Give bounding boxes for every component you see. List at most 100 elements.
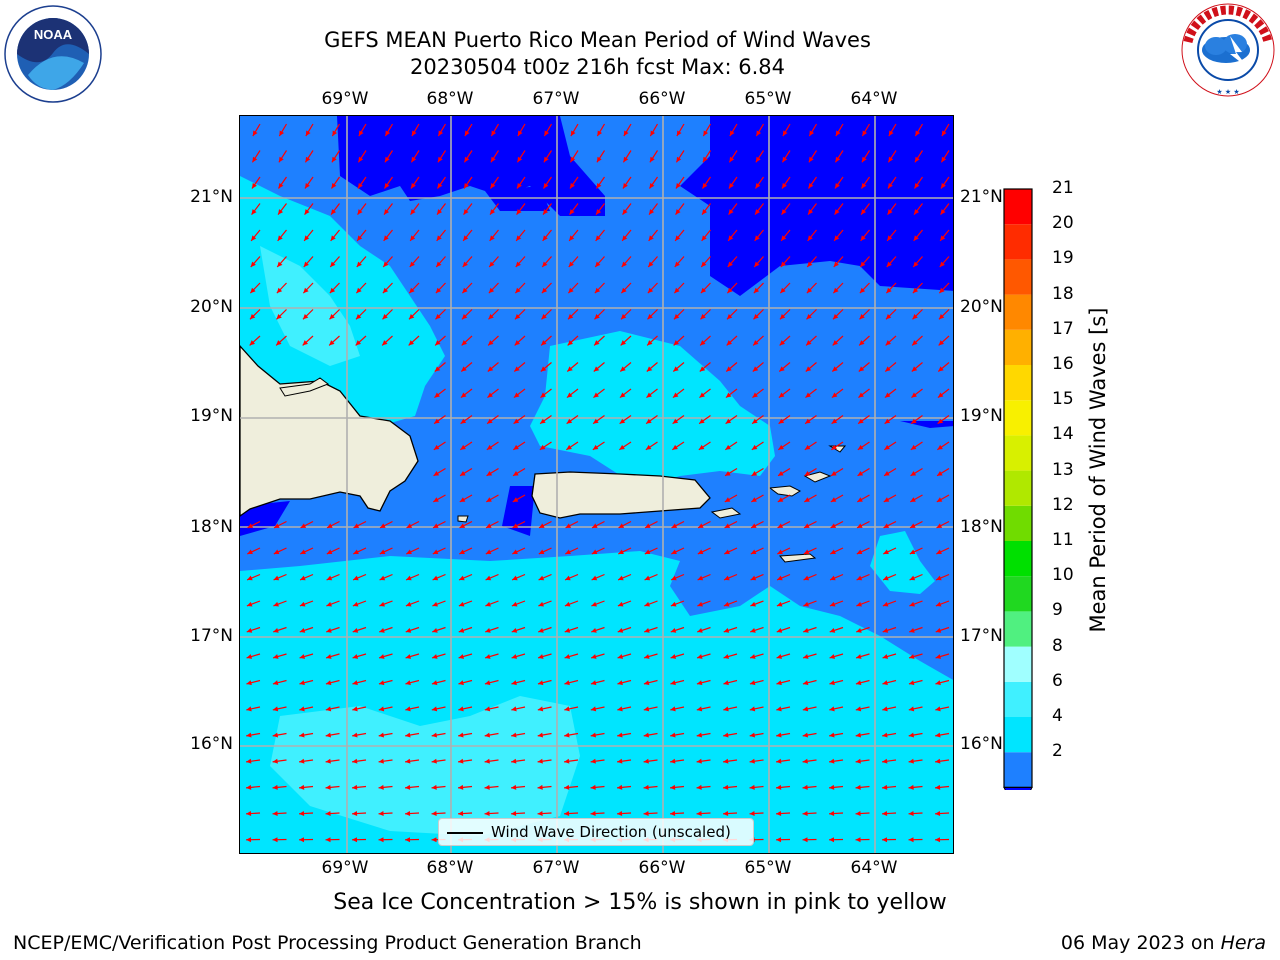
wave-arrow	[675, 150, 685, 163]
wave-arrow	[432, 600, 446, 607]
wave-arrow	[437, 150, 447, 163]
wave-arrow	[670, 758, 685, 764]
wave-arrow	[697, 520, 711, 529]
wave-arrow	[325, 784, 340, 790]
wave-arrow	[802, 732, 817, 738]
wave-arrow	[935, 732, 950, 738]
wave-arrow	[670, 706, 685, 712]
wave-arrow	[646, 388, 658, 399]
wave-arrow	[935, 573, 950, 581]
wave-arrow	[590, 811, 605, 817]
wave-arrow	[697, 573, 711, 581]
wave-arrow	[697, 626, 711, 633]
wave-arrow	[648, 176, 658, 189]
wave-arrow	[617, 784, 632, 790]
wave-arrow	[543, 150, 553, 163]
wave-arrow	[855, 679, 870, 686]
wave-arrow	[326, 573, 340, 581]
wave-arrow	[750, 494, 764, 503]
colorbar-bin	[1004, 541, 1032, 577]
colorbar-tick-label: 2	[1052, 741, 1063, 762]
wave-arrow	[537, 811, 552, 817]
wave-arrow	[750, 573, 764, 581]
wave-arrow	[778, 415, 791, 425]
wave-arrow	[648, 203, 658, 216]
wave-arrow	[672, 362, 685, 372]
wave-arrow	[326, 520, 340, 529]
wave-arrow	[382, 309, 393, 320]
wave-arrow	[299, 784, 314, 790]
wave-arrow	[752, 335, 764, 346]
wave-arrow	[858, 362, 870, 372]
wave-arrow	[723, 573, 738, 581]
wave-arrow	[829, 784, 844, 790]
wave-arrow	[645, 441, 658, 451]
wave-arrow	[352, 706, 367, 712]
colorbar-bin	[1004, 681, 1032, 717]
wave-arrow	[777, 520, 791, 529]
lat-label-right: 19°N	[960, 406, 1003, 426]
wave-arrow	[539, 441, 552, 451]
wave-arrow	[701, 176, 711, 189]
wave-arrow	[860, 229, 870, 242]
colorbar-bin	[1004, 646, 1032, 682]
wave-arrow	[405, 679, 420, 686]
wave-arrow	[776, 706, 791, 712]
wave-arrow	[276, 256, 287, 268]
wave-arrow	[512, 520, 526, 529]
wave-arrow	[299, 679, 314, 686]
lat-label-left: 19°N	[190, 406, 233, 426]
wave-arrow	[276, 282, 287, 294]
wave-arrow	[646, 335, 658, 346]
wave-arrow	[247, 520, 261, 529]
wave-arrow	[567, 282, 579, 294]
wave-arrow	[722, 811, 738, 817]
wave-arrow	[908, 837, 923, 843]
wave-arrow	[781, 150, 791, 163]
wave-arrow	[909, 573, 923, 581]
lon-label-bottom: 65°W	[744, 858, 792, 878]
wave-arrow	[855, 706, 870, 712]
colorbar-bin	[1004, 294, 1032, 330]
wave-arrow	[435, 256, 446, 268]
wave-arrow	[408, 335, 420, 346]
wave-arrow	[670, 573, 685, 581]
wave-arrow	[485, 626, 499, 633]
wave-arrow	[513, 362, 526, 372]
lat-label-left: 21°N	[190, 187, 233, 207]
wave-arrow	[780, 256, 791, 268]
wave-arrow	[935, 784, 950, 790]
wave-arrow	[674, 229, 685, 242]
wave-arrow	[751, 441, 764, 451]
chart-subtitle-run: 20230504 t00z 216h fcst Max: 6.84	[410, 55, 785, 79]
wave-arrow	[754, 229, 764, 242]
wave-arrow	[938, 335, 950, 346]
wave-arrow	[511, 626, 526, 633]
wave-arrow	[670, 679, 685, 686]
wave-arrow	[511, 758, 526, 764]
wave-arrow	[857, 467, 870, 477]
wave-arrow	[622, 176, 632, 189]
wave-arrow	[382, 282, 393, 294]
lon-label-top: 68°W	[426, 89, 474, 109]
wave-arrow	[776, 573, 791, 581]
wave-arrow	[435, 282, 446, 294]
wave-arrow	[458, 732, 473, 738]
wave-arrow	[383, 203, 393, 216]
hispaniola-land	[279, 377, 330, 397]
wave-arrow	[936, 467, 950, 477]
wave-arrow	[749, 653, 764, 659]
wave-arrow	[855, 837, 870, 843]
wave-arrow	[723, 626, 738, 633]
wave-arrow	[911, 362, 923, 372]
wave-arrow	[355, 309, 367, 320]
wave-arrow	[832, 309, 844, 320]
wave-arrow	[489, 203, 499, 216]
wave-arrow	[749, 706, 764, 712]
footer-date-text: 06 May 2023 on	[1060, 932, 1221, 954]
wave-arrow	[250, 229, 261, 242]
wave-arrow	[724, 520, 738, 529]
lon-label-top: 65°W	[744, 89, 792, 109]
wave-arrow	[696, 784, 711, 790]
wave-arrow	[671, 520, 685, 529]
